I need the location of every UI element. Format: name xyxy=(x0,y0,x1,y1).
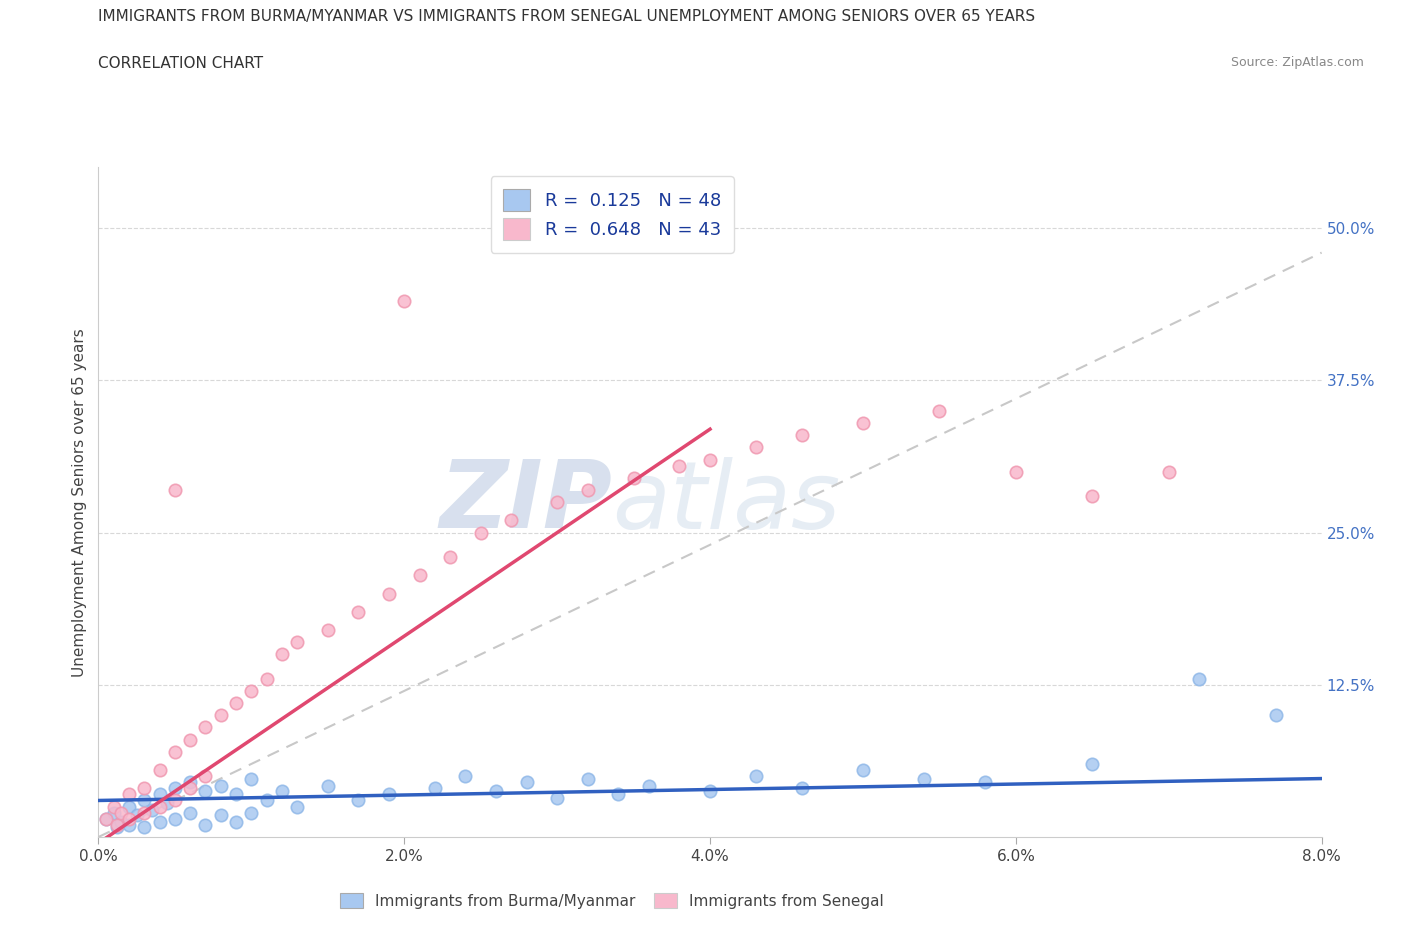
Point xyxy=(163,781,186,796)
Point xyxy=(790,428,813,443)
Point xyxy=(103,799,125,814)
Point xyxy=(163,744,186,759)
Point xyxy=(576,771,599,786)
Point xyxy=(1081,756,1104,771)
Point xyxy=(194,720,217,735)
Point xyxy=(378,787,401,802)
Point xyxy=(423,781,446,796)
Point xyxy=(163,793,186,808)
Point xyxy=(240,805,263,820)
Point xyxy=(94,811,117,826)
Point xyxy=(485,783,508,798)
Point xyxy=(974,775,997,790)
Point xyxy=(852,763,875,777)
Point xyxy=(134,793,156,808)
Point xyxy=(852,416,875,431)
Point xyxy=(745,769,768,784)
Point xyxy=(103,805,125,820)
Point xyxy=(179,781,201,796)
Point xyxy=(240,771,263,786)
Point xyxy=(118,817,141,832)
Point xyxy=(516,775,538,790)
Point xyxy=(576,483,599,498)
Point xyxy=(209,807,232,822)
Point xyxy=(163,811,186,826)
Point xyxy=(225,696,247,711)
Point xyxy=(668,458,690,473)
Point xyxy=(1157,464,1180,479)
Point xyxy=(637,778,661,793)
Text: IMMIGRANTS FROM BURMA/MYANMAR VS IMMIGRANTS FROM SENEGAL UNEMPLOYMENT AMONG SENI: IMMIGRANTS FROM BURMA/MYANMAR VS IMMIGRA… xyxy=(98,9,1036,24)
Point xyxy=(256,671,278,686)
Point xyxy=(285,635,308,650)
Point xyxy=(546,495,568,510)
Point xyxy=(110,805,132,820)
Point xyxy=(546,790,568,805)
Point xyxy=(179,775,201,790)
Point xyxy=(194,783,217,798)
Point xyxy=(347,793,370,808)
Point xyxy=(179,805,201,820)
Point xyxy=(194,817,217,832)
Point xyxy=(105,817,128,832)
Point xyxy=(149,787,172,802)
Point xyxy=(110,815,132,830)
Text: Source: ZipAtlas.com: Source: ZipAtlas.com xyxy=(1230,56,1364,69)
Point xyxy=(623,471,645,485)
Legend: Immigrants from Burma/Myanmar, Immigrants from Senegal: Immigrants from Burma/Myanmar, Immigrant… xyxy=(333,885,891,916)
Point xyxy=(347,604,370,619)
Point xyxy=(470,525,492,540)
Point xyxy=(285,799,308,814)
Text: ZIP: ZIP xyxy=(439,457,612,548)
Point xyxy=(439,550,461,565)
Point xyxy=(149,815,172,830)
Point xyxy=(607,787,630,802)
Point xyxy=(163,483,186,498)
Point xyxy=(105,820,128,835)
Point xyxy=(94,811,117,826)
Point xyxy=(378,586,401,601)
Point xyxy=(240,684,263,698)
Text: CORRELATION CHART: CORRELATION CHART xyxy=(98,56,263,71)
Point xyxy=(141,803,163,817)
Point xyxy=(1264,708,1286,723)
Point xyxy=(316,778,339,793)
Point xyxy=(118,799,141,814)
Point xyxy=(118,787,141,802)
Point xyxy=(790,781,813,796)
Point xyxy=(156,795,179,810)
Point xyxy=(194,769,217,784)
Point xyxy=(149,799,172,814)
Point xyxy=(179,732,201,747)
Point xyxy=(134,820,156,835)
Point xyxy=(270,647,294,662)
Point xyxy=(699,783,721,798)
Point xyxy=(118,811,141,826)
Text: atlas: atlas xyxy=(612,457,841,548)
Point xyxy=(454,769,477,784)
Point xyxy=(1188,671,1211,686)
Point xyxy=(149,763,172,777)
Point xyxy=(501,513,523,528)
Point xyxy=(316,622,339,637)
Point xyxy=(1081,488,1104,503)
Y-axis label: Unemployment Among Seniors over 65 years: Unemployment Among Seniors over 65 years xyxy=(72,328,87,677)
Point xyxy=(408,568,430,583)
Point xyxy=(209,778,232,793)
Point xyxy=(1004,464,1026,479)
Point xyxy=(225,815,247,830)
Point xyxy=(134,781,156,796)
Point xyxy=(225,787,247,802)
Point xyxy=(912,771,935,786)
Point xyxy=(125,807,148,822)
Point xyxy=(134,805,156,820)
Point xyxy=(745,440,768,455)
Point xyxy=(928,404,950,418)
Point xyxy=(256,793,278,808)
Point xyxy=(270,783,294,798)
Point xyxy=(699,452,721,467)
Point xyxy=(392,294,416,309)
Point xyxy=(209,708,232,723)
